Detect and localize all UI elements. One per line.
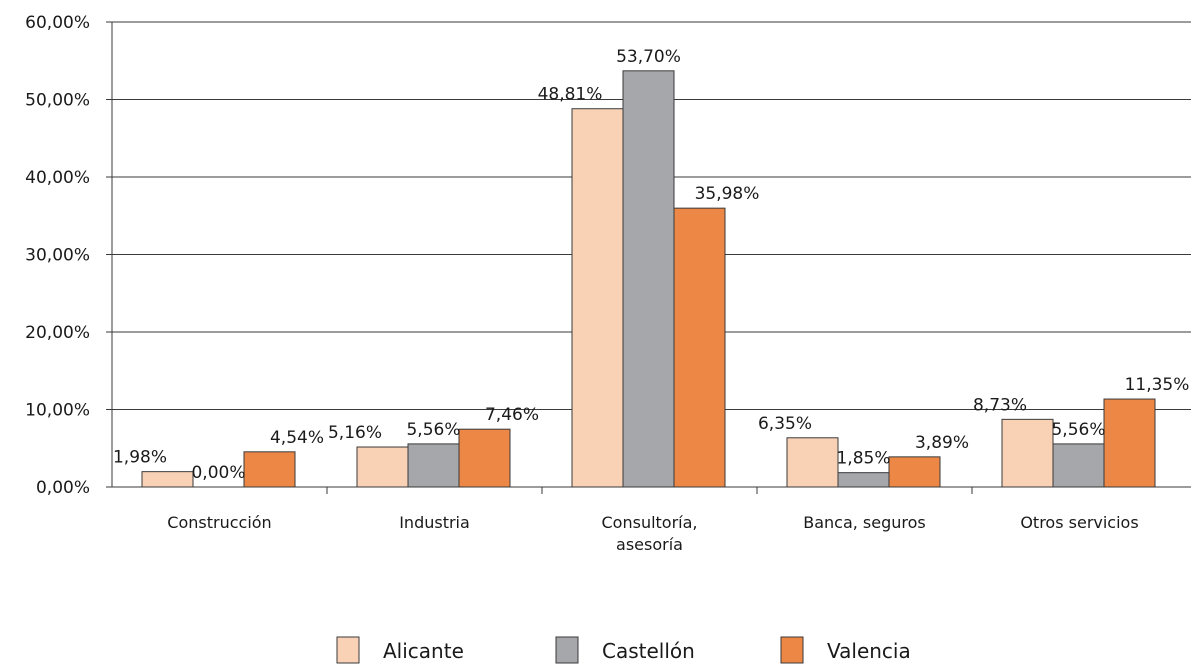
data-label: 3,89% bbox=[915, 433, 969, 453]
bar-alicante bbox=[786, 437, 839, 488]
data-label: 8,73% bbox=[973, 395, 1027, 415]
x-category-label: Otros servicios bbox=[1020, 513, 1138, 532]
legend-label: Alicante bbox=[383, 639, 464, 663]
data-label: 11,35% bbox=[1125, 375, 1190, 395]
data-label: 48,81% bbox=[538, 85, 603, 105]
bar-castellón bbox=[407, 443, 460, 488]
data-label: 4,54% bbox=[270, 428, 324, 448]
y-tick-label: 50,00% bbox=[25, 91, 90, 111]
legend-item-castellón: Castellón bbox=[555, 636, 695, 664]
bar-valencia bbox=[243, 451, 296, 488]
bar-alicante bbox=[141, 471, 194, 488]
y-tick-label: 40,00% bbox=[25, 168, 90, 188]
bar-valencia bbox=[673, 207, 726, 488]
x-category-label: Industria bbox=[399, 513, 470, 532]
data-label: 1,98% bbox=[113, 448, 167, 468]
y-tick-label: 60,00% bbox=[25, 13, 90, 33]
y-tick-label: 20,00% bbox=[25, 323, 90, 343]
bar-castellón bbox=[837, 472, 890, 488]
bar-castellón bbox=[622, 70, 675, 488]
legend-item-alicante: Alicante bbox=[336, 636, 464, 664]
x-category-label: Construcción bbox=[167, 513, 271, 532]
data-label: 53,70% bbox=[616, 47, 681, 67]
bar-castellón bbox=[1052, 443, 1105, 488]
data-label: 7,46% bbox=[485, 405, 539, 425]
data-labels: 1,98% 5,16% 48,81% 6,35% 8,73% 0,00% 5,56% 53,7… bbox=[113, 47, 1189, 483]
data-label: 1,85% bbox=[836, 449, 890, 469]
data-label: 0,00% bbox=[191, 463, 245, 483]
legend-item-valencia: Valencia bbox=[780, 636, 911, 664]
bar-alicante bbox=[356, 446, 409, 488]
y-tick-label: 30,00% bbox=[25, 246, 90, 266]
y-tick-label: 0,00% bbox=[36, 478, 90, 498]
x-category-label: Banca, seguros bbox=[803, 513, 926, 532]
bar-valencia bbox=[458, 428, 511, 488]
legend-swatch bbox=[780, 636, 804, 664]
bar-alicante bbox=[571, 108, 624, 488]
axes: 0,00% 10,00% 20,00% 30,00% 40,00% 50,00% 60,00… bbox=[25, 13, 1191, 554]
legend: Alicante Castellón Valencia bbox=[336, 636, 911, 664]
bar-alicante bbox=[1001, 418, 1054, 488]
bar-valencia bbox=[1103, 398, 1156, 488]
legend-swatch bbox=[336, 636, 360, 664]
bars bbox=[141, 70, 1156, 488]
y-tick-label: 10,00% bbox=[25, 401, 90, 421]
legend-label: Castellón bbox=[602, 639, 695, 663]
data-label: 5,56% bbox=[406, 420, 460, 440]
x-category-label: Consultoría, asesoría bbox=[602, 513, 698, 554]
bar-valencia bbox=[888, 456, 941, 488]
legend-swatch bbox=[555, 636, 579, 664]
data-label: 35,98% bbox=[695, 184, 760, 204]
data-label: 5,56% bbox=[1051, 420, 1105, 440]
data-label: 6,35% bbox=[758, 414, 812, 434]
data-label: 5,16% bbox=[328, 423, 382, 443]
legend-label: Valencia bbox=[827, 639, 911, 663]
